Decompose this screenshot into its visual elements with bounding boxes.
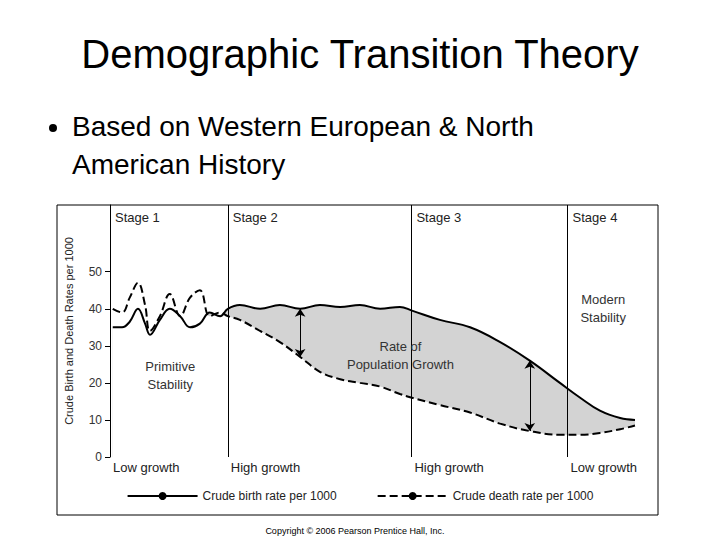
svg-text:Modern: Modern (581, 292, 625, 307)
svg-text:Stability: Stability (580, 310, 626, 325)
svg-text:Stability: Stability (148, 377, 194, 392)
svg-text:Low growth: Low growth (571, 460, 637, 475)
svg-text:Population Growth: Population Growth (347, 357, 454, 372)
html-text:Demographic Transition Theory: Demographic Transition Theory (81, 32, 639, 76)
html-text:Copyright © 2006 Pearson Prent: Copyright © 2006 Pearson Prentice Hall, … (265, 526, 445, 536)
svg-text:Primitive: Primitive (145, 359, 195, 374)
svg-text:Crude birth rate per 1000: Crude birth rate per 1000 (203, 489, 337, 503)
svg-text:20: 20 (89, 376, 103, 390)
svg-text:Rate of: Rate of (379, 339, 421, 354)
html-text:Based on Western European & No: Based on Western European & North Americ… (72, 111, 534, 180)
svg-text:High growth: High growth (231, 460, 300, 475)
svg-text:10: 10 (89, 413, 103, 427)
svg-text:High growth: High growth (414, 460, 483, 475)
svg-text:Stage 3: Stage 3 (416, 210, 461, 225)
svg-text:40: 40 (89, 302, 103, 316)
svg-text:Crude death rate per 1000: Crude death rate per 1000 (453, 489, 594, 503)
svg-text:Crude Birth and Death Rates pe: Crude Birth and Death Rates per 1000 (63, 237, 75, 425)
svg-text:50: 50 (89, 265, 103, 279)
svg-text:30: 30 (89, 339, 103, 353)
svg-text:Stage 4: Stage 4 (573, 210, 618, 225)
svg-text:0: 0 (95, 450, 102, 464)
svg-text:Low growth: Low growth (113, 460, 179, 475)
svg-text:Stage 2: Stage 2 (233, 210, 278, 225)
svg-text:Stage 1: Stage 1 (115, 210, 160, 225)
